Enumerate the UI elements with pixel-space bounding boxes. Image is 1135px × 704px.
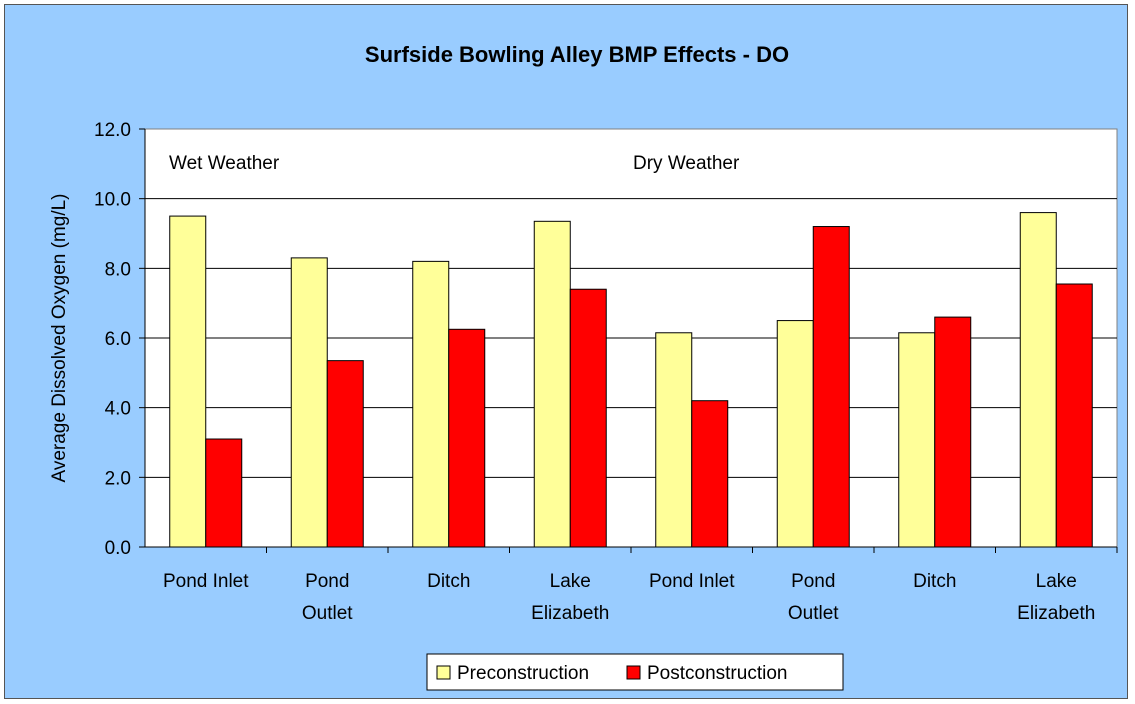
x-category-label: Outlet [788, 603, 839, 624]
bar-postconstruction [934, 316, 972, 548]
legend-swatch [436, 665, 451, 680]
legend-label: Preconstruction [457, 663, 589, 684]
bar-postconstruction [448, 328, 486, 548]
y-tick-label: 6.0 [105, 329, 131, 350]
bar-preconstruction [169, 215, 207, 548]
y-tick-label: 4.0 [105, 399, 131, 420]
y-tick-label: 12.0 [94, 120, 131, 141]
bar-preconstruction [290, 257, 328, 548]
x-category-label: Elizabeth [1017, 603, 1095, 624]
bar-postconstruction [1055, 283, 1093, 548]
y-tick-label: 8.0 [105, 259, 131, 280]
y-tick-label: 0.0 [105, 538, 131, 559]
annotation-label: Wet Weather [169, 153, 280, 174]
bar-preconstruction [533, 220, 571, 548]
bar-preconstruction [1019, 212, 1057, 548]
legend-box [426, 653, 844, 691]
chart-area: Surfside Bowling Alley BMP Effects - DO … [4, 4, 1128, 699]
bar-postconstruction [326, 360, 364, 548]
bar-postconstruction [812, 226, 850, 548]
annotation-label: Dry Weather [633, 153, 740, 174]
x-category-label: Outlet [302, 603, 353, 624]
bar-chart: Surfside Bowling Alley BMP Effects - DO … [49, 42, 1118, 691]
x-category-label: Pond [791, 571, 835, 592]
bar-preconstruction [776, 320, 814, 548]
bar-postconstruction [691, 400, 729, 548]
bar-postconstruction [205, 438, 243, 548]
x-category-label: Pond Inlet [163, 571, 249, 592]
bar-preconstruction [898, 332, 936, 548]
legend: Preconstruction Postconstruction [426, 653, 844, 691]
chart-title: Surfside Bowling Alley BMP Effects - DO [365, 42, 789, 67]
legend-label: Postconstruction [647, 663, 787, 684]
x-category-label: Lake [1036, 571, 1077, 592]
bar-preconstruction [412, 260, 450, 548]
y-axis-label: Average Dissolved Oxygen (mg/L) [49, 194, 70, 483]
x-category-label: Pond Inlet [649, 571, 735, 592]
bar-preconstruction [655, 332, 693, 548]
y-tick-label: 2.0 [105, 468, 131, 489]
plot-area: 0.0 2.0 4.0 6.0 8.0 10.0 12.0 Pond Inlet Pond Out… [49, 120, 1118, 624]
y-tick-label: 10.0 [94, 190, 131, 211]
legend-swatch [626, 665, 641, 680]
x-category-label: Ditch [913, 571, 956, 592]
x-category-label: Lake [550, 571, 591, 592]
x-category-label: Elizabeth [531, 603, 609, 624]
x-category-label: Pond [305, 571, 349, 592]
x-category-label: Ditch [427, 571, 470, 592]
bar-postconstruction [569, 288, 607, 548]
